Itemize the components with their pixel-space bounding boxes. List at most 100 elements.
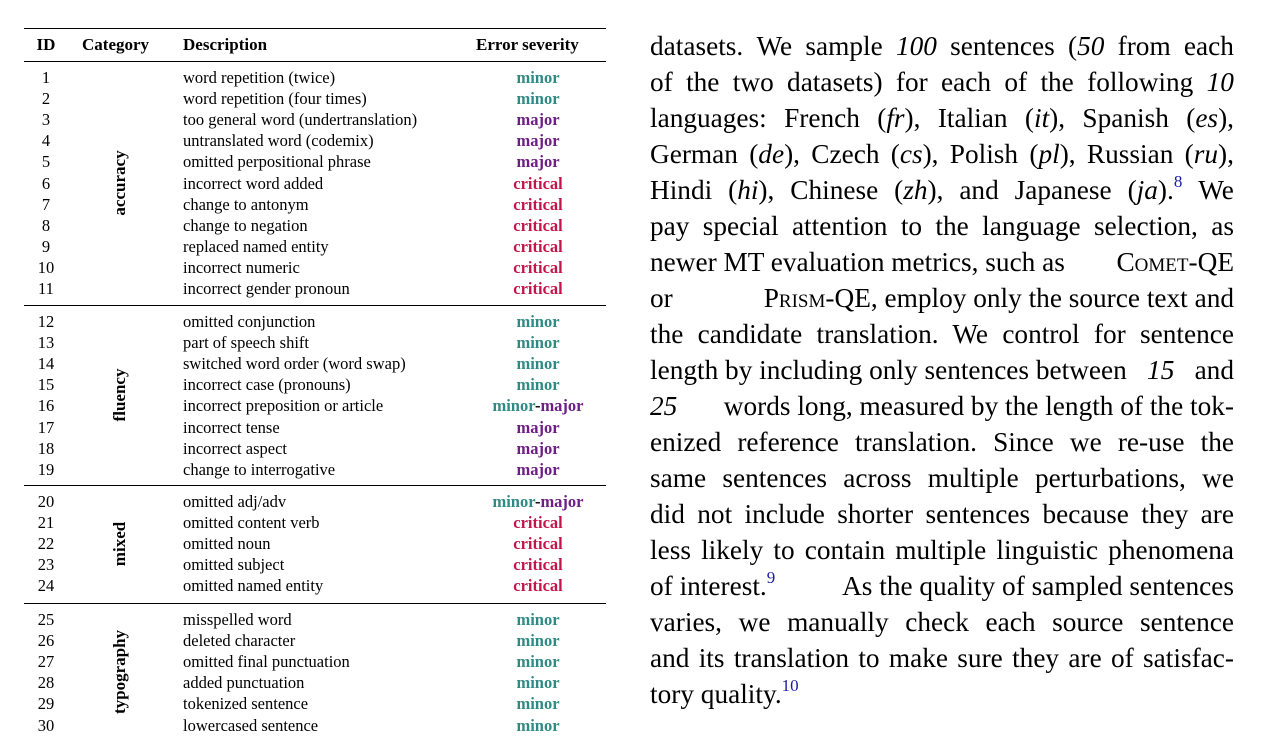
category-label-mixed: mixed bbox=[110, 521, 129, 566]
text-word: (cs), bbox=[891, 136, 939, 172]
table-row: 18 incorrect aspect major bbox=[24, 438, 606, 459]
table-row: 17 incorrect tense major bbox=[24, 417, 606, 438]
row-description: omitted named entity bbox=[183, 576, 324, 596]
row-description: omitted adj/adv bbox=[183, 492, 287, 511]
row-severity: minor bbox=[516, 333, 560, 353]
row-id: 18 bbox=[37, 438, 55, 458]
text-line: of the two datasets) for each of the following 10 bbox=[650, 64, 1234, 100]
footnote-marker: 9 bbox=[766, 568, 776, 587]
text-run: sample bbox=[805, 31, 883, 61]
row-description: incorrect preposition or article bbox=[183, 396, 384, 416]
group-divider-rule bbox=[24, 485, 606, 486]
row-id: 12 bbox=[37, 312, 55, 331]
row-id: 15 bbox=[37, 375, 55, 395]
text-line: 25 words long, measured by the length of … bbox=[650, 388, 1234, 424]
row-description: incorrect gender pronoun bbox=[183, 279, 350, 298]
row-id: 29 bbox=[37, 694, 55, 714]
text-line: of interest.9 As the quality of sampled s… bbox=[650, 568, 1234, 604]
header-id: ID bbox=[36, 35, 56, 54]
text-run: datasets) bbox=[787, 67, 883, 97]
text-word: (it), bbox=[1025, 100, 1065, 136]
text-run: ( bbox=[749, 139, 759, 169]
text-line: the candidate translation. We control fo… bbox=[650, 316, 1234, 352]
text-run: -QE bbox=[1188, 247, 1234, 277]
row-description: word repetition (four times) bbox=[183, 89, 367, 109]
row-severity: minor bbox=[516, 354, 560, 374]
text-word: Russian bbox=[1087, 136, 1173, 172]
row-id: 1 bbox=[41, 68, 51, 87]
text-run: ( bbox=[890, 139, 900, 169]
row-id: 10 bbox=[37, 257, 55, 277]
row-id: 17 bbox=[37, 417, 55, 437]
text-run: Czech bbox=[811, 139, 880, 169]
row-severity: major bbox=[516, 152, 560, 172]
text-word: less likely to contain multiple linguist… bbox=[650, 535, 1234, 565]
row-severity: major bbox=[516, 417, 560, 437]
italic-text: hi bbox=[737, 175, 759, 205]
table-row: 12 omitted conjunction minor bbox=[24, 311, 606, 332]
text-word: (50 bbox=[1068, 28, 1104, 64]
italic-text: es bbox=[1195, 103, 1219, 133]
row-description: omitted subject bbox=[183, 555, 285, 575]
text-word: Chinese bbox=[790, 172, 878, 208]
row-description: omitted content verb bbox=[183, 513, 320, 533]
row-severity: minor bbox=[516, 610, 560, 629]
text-word: 25 bbox=[650, 388, 677, 424]
text-run: did not include shorter sentences becaus… bbox=[650, 499, 1234, 529]
text-word: and bbox=[959, 172, 998, 208]
text-word: the bbox=[686, 64, 719, 100]
text-run: the bbox=[686, 67, 720, 97]
text-run: German bbox=[650, 139, 738, 169]
table-row: 23 omitted subject critical bbox=[24, 554, 606, 575]
row-id: 16 bbox=[37, 396, 55, 416]
text-run: ), bbox=[758, 175, 775, 205]
text-word: datasets) bbox=[787, 64, 883, 100]
row-severity: minor bbox=[516, 652, 560, 672]
text-run: datasets. bbox=[650, 31, 744, 61]
row-description: untranslated word (codemix) bbox=[183, 131, 374, 151]
row-severity: critical bbox=[513, 257, 563, 277]
row-id: 6 bbox=[41, 173, 51, 193]
text-run: for bbox=[895, 67, 928, 97]
row-description: incorrect word added bbox=[183, 173, 324, 193]
text-run: languages: bbox=[650, 103, 767, 133]
row-description: tokenized sentence bbox=[183, 694, 309, 714]
row-severity: major bbox=[516, 438, 560, 458]
text-run: of bbox=[650, 67, 673, 97]
table-row: 3 too general word (undertranslation) majo… bbox=[24, 109, 606, 130]
row-severity: minor bbox=[516, 715, 560, 735]
text-run: French bbox=[784, 103, 860, 133]
row-severity: critical bbox=[513, 173, 563, 193]
text-run: ). bbox=[1157, 175, 1174, 205]
row-severity: minor bbox=[516, 673, 560, 693]
row-severity: critical bbox=[513, 555, 563, 575]
row-id: 24 bbox=[37, 576, 55, 596]
table-row: 20 omitted adj/adv minor-major bbox=[24, 491, 606, 512]
text-line: varies, we manually check each source se… bbox=[650, 604, 1234, 640]
text-word: (hi), bbox=[728, 172, 774, 208]
text-run: less likely to contain multiple linguist… bbox=[650, 535, 1234, 565]
text-run: ), bbox=[922, 139, 939, 169]
table-row: 10 incorrect numeric critical bbox=[24, 257, 606, 278]
text-word: and bbox=[1195, 352, 1234, 388]
row-severity: critical bbox=[513, 513, 563, 533]
table-row: 15 incorrect case (pronouns) minor bbox=[24, 374, 606, 395]
table-row: 28 added punctuation minor bbox=[24, 672, 606, 693]
text-word: We bbox=[1198, 172, 1234, 208]
text-run: of interest. bbox=[650, 571, 767, 601]
row-id: 20 bbox=[37, 492, 55, 511]
text-line: datasets. We sample 100 sentences (50 from each bbox=[650, 28, 1234, 64]
table-row: 13 part of speech shift minor bbox=[24, 332, 606, 353]
text-run: ( bbox=[1029, 139, 1039, 169]
text-word: Czech bbox=[811, 136, 879, 172]
category-label-accuracy: accuracy bbox=[110, 150, 129, 216]
text-word: (fr), bbox=[877, 100, 920, 136]
text-line: and its translation to make sure they ar… bbox=[650, 640, 1234, 676]
text-run: Japanese bbox=[1014, 175, 1112, 205]
text-line: did not include shorter sentences becaus… bbox=[650, 496, 1234, 532]
row-id: 5 bbox=[41, 152, 51, 172]
text-run: or bbox=[650, 283, 673, 313]
row-id: 3 bbox=[41, 110, 51, 130]
text-line: newer MT evaluation metrics, such as Come… bbox=[650, 244, 1234, 280]
italic-text: 50 bbox=[1077, 31, 1105, 61]
